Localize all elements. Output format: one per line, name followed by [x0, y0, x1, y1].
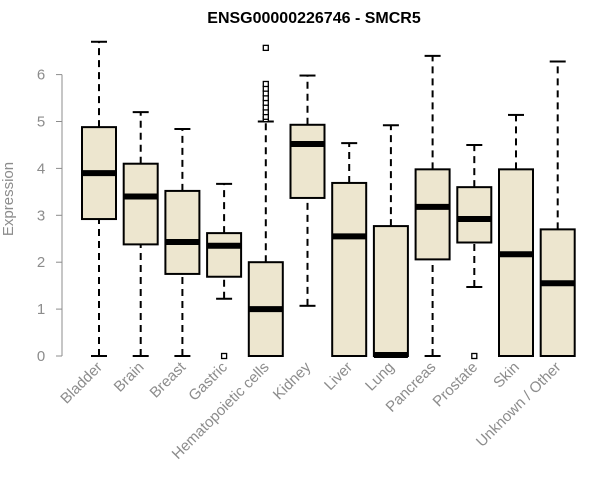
box-iqr [414, 168, 451, 261]
category-label: Liver [321, 359, 356, 394]
box-iqr [289, 123, 326, 199]
box-5 [247, 44, 284, 358]
y-tick-label: 6 [37, 67, 45, 84]
y-tick-label: 0 [37, 348, 45, 365]
box-12 [539, 60, 576, 357]
chart-title: ENSG00000226746 - SMCR5 [207, 10, 421, 27]
box-10 [456, 143, 493, 360]
category-label: Brain [111, 359, 148, 396]
box-iqr [331, 181, 368, 357]
category-label: Bladder [57, 359, 106, 408]
y-axis: 0 1 2 3 4 5 6 [37, 67, 63, 365]
category-label: Breast [147, 358, 190, 401]
category-label: Lung [362, 359, 398, 395]
box-iqr [539, 228, 576, 357]
box-3 [164, 128, 201, 357]
outlier-point [262, 80, 269, 88]
box-iqr [164, 189, 201, 275]
category-label: Kidney [270, 358, 315, 403]
y-tick-label: 2 [37, 254, 45, 271]
y-tick-label: 1 [37, 301, 45, 318]
box-7 [331, 142, 368, 357]
y-tick-label: 3 [37, 207, 45, 224]
box-1 [81, 40, 117, 357]
outlier-point [262, 44, 269, 52]
outlier-point [220, 352, 228, 360]
box-iqr [372, 225, 409, 357]
category-label: Prostate [430, 359, 482, 411]
y-axis-label: Expression [0, 162, 17, 236]
box-iqr [456, 186, 493, 244]
box-6 [289, 74, 326, 307]
y-tick-label: 5 [37, 114, 45, 131]
category-label: Skin [490, 359, 523, 392]
box-iqr [206, 232, 243, 278]
box-2 [122, 111, 159, 357]
box-11 [498, 113, 534, 357]
outlier-point [471, 352, 478, 360]
box-9 [414, 54, 451, 357]
box-8 [372, 124, 409, 359]
boxes-group [81, 40, 576, 360]
box-4 [206, 182, 243, 360]
y-tick-label: 4 [37, 160, 45, 177]
box-iqr [498, 168, 534, 357]
box-iqr [122, 162, 159, 246]
